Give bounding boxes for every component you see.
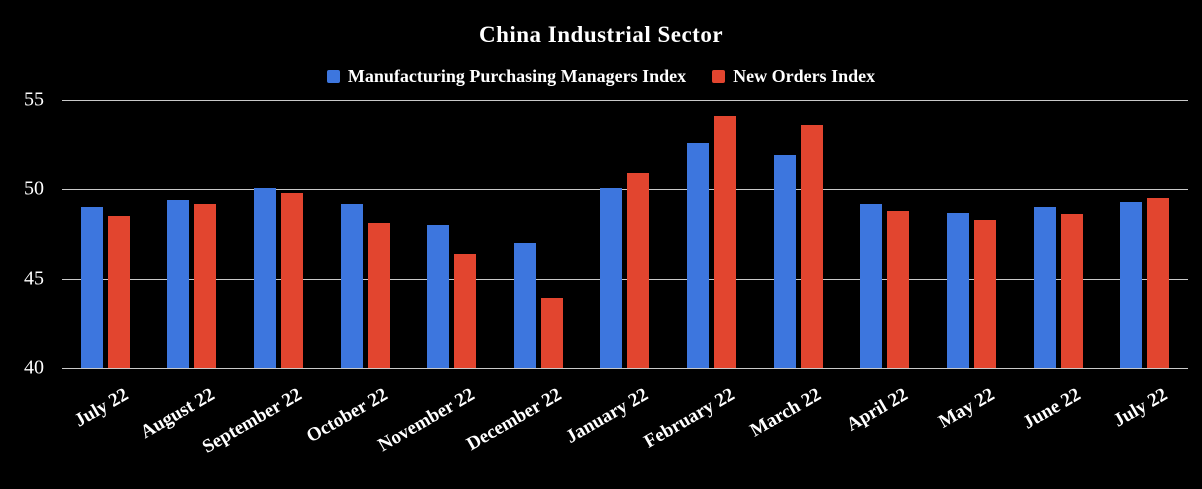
bars <box>62 100 1188 368</box>
bar <box>1060 214 1083 368</box>
chart-title: China Industrial Sector <box>478 22 724 47</box>
bar <box>80 207 103 368</box>
x-tick-label: May 22 <box>934 384 998 433</box>
legend: Manufacturing Purchasing Managers Index … <box>0 66 1202 87</box>
bar-group <box>1033 100 1083 368</box>
bar <box>860 203 883 368</box>
x-tick-label: April 22 <box>842 384 912 436</box>
x-tick-cell: May 22 <box>928 372 1015 487</box>
bar <box>254 187 277 368</box>
y-tick-label: 45 <box>24 267 44 290</box>
bar <box>281 192 304 368</box>
x-tick-cell: July 22 <box>62 372 149 487</box>
x-tick-cell: February 22 <box>640 372 755 487</box>
bar-group <box>773 100 823 368</box>
legend-item-new-orders: New Orders Index <box>712 66 875 87</box>
gridline <box>62 278 1188 280</box>
legend-swatch-pmi <box>326 70 340 83</box>
bar-group <box>167 100 217 368</box>
plot-area <box>62 100 1188 369</box>
bar <box>946 212 969 368</box>
gridline <box>62 189 1188 191</box>
bar-group <box>513 100 563 368</box>
gridline <box>62 100 1188 101</box>
bar <box>627 173 650 368</box>
bar <box>540 298 563 368</box>
x-axis-labels: July 22 August 22 September 22 October 22 No… <box>62 372 1188 487</box>
bar <box>687 142 710 368</box>
bar <box>107 216 130 368</box>
legend-swatch-new-orders <box>712 70 726 83</box>
x-tick-label: March 22 <box>746 384 825 442</box>
bar-group <box>687 100 737 368</box>
y-tick-label: 55 <box>24 88 44 111</box>
bar <box>454 253 477 368</box>
legend-label-new-orders: New Orders Index <box>733 66 876 86</box>
bar-group <box>860 100 910 368</box>
bar-group <box>254 100 304 368</box>
bar <box>973 219 996 368</box>
bar-group <box>427 100 477 368</box>
bar <box>194 203 217 368</box>
x-tick-label: July 22 <box>70 384 132 432</box>
bar <box>1033 207 1056 368</box>
bar-group <box>340 100 390 368</box>
bar <box>167 200 190 368</box>
x-tick-label: June 22 <box>1019 384 1085 434</box>
bar <box>1147 198 1170 368</box>
x-tick-label: July 22 <box>1109 384 1172 432</box>
x-tick-cell: June 22 <box>1015 372 1102 487</box>
bar-group <box>946 100 996 368</box>
gridlines <box>62 100 1188 369</box>
y-tick-label: 40 <box>24 356 44 379</box>
bar <box>800 125 823 368</box>
bar-group <box>1120 100 1170 368</box>
bar <box>340 203 363 368</box>
y-tick-label: 50 <box>24 177 44 200</box>
bar <box>773 155 796 368</box>
bar <box>513 242 536 368</box>
y-axis-labels: 40 45 50 55 <box>8 89 50 379</box>
x-tick-cell: July 22 <box>1101 372 1188 487</box>
legend-label-pmi: Manufacturing Purchasing Managers Index <box>347 66 687 86</box>
bar-group <box>80 100 130 368</box>
bar <box>600 187 623 368</box>
bar <box>887 210 910 368</box>
bar-group <box>600 100 650 368</box>
bar <box>714 116 737 368</box>
bar <box>1120 201 1143 368</box>
bar <box>367 223 390 368</box>
x-tick-cell: March 22 <box>746 372 842 487</box>
legend-item-pmi: Manufacturing Purchasing Managers Index <box>326 66 687 87</box>
x-tick-cell: April 22 <box>841 372 928 487</box>
gridline <box>62 368 1188 369</box>
bar <box>427 225 450 368</box>
